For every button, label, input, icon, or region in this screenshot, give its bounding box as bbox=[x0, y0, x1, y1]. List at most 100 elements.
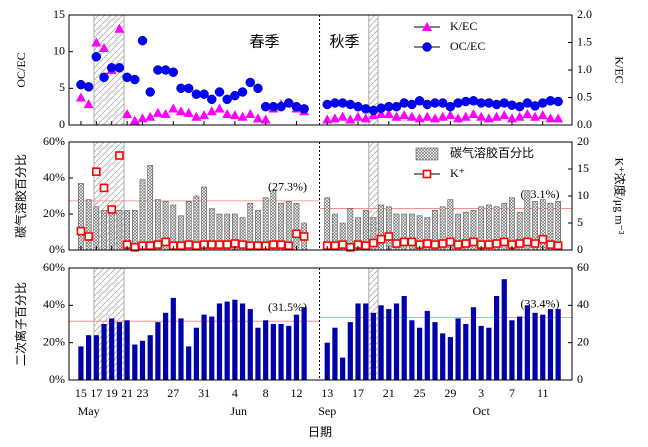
square-marker bbox=[446, 237, 455, 247]
square-marker bbox=[292, 229, 301, 239]
x-tick-label: 17 bbox=[90, 386, 102, 400]
legend-marker bbox=[422, 22, 432, 31]
month-label: Sep bbox=[318, 404, 336, 418]
x-tick-label: 19 bbox=[106, 386, 118, 400]
triangle-marker bbox=[530, 111, 541, 121]
y2-tick-label: 20 bbox=[577, 334, 589, 348]
circle-marker bbox=[183, 83, 194, 94]
triangle-marker bbox=[337, 111, 348, 121]
triangle-marker bbox=[160, 109, 171, 118]
circle-marker bbox=[445, 101, 456, 112]
bar bbox=[393, 303, 400, 380]
triangle-marker bbox=[114, 23, 125, 33]
bar bbox=[247, 309, 253, 380]
x-axis-label: 日期 bbox=[308, 425, 332, 439]
bar bbox=[255, 327, 261, 380]
y2-tick-label: 15 bbox=[577, 161, 589, 175]
bar bbox=[116, 322, 123, 380]
x-tick-label: 3 bbox=[478, 386, 484, 400]
triangle-marker bbox=[476, 111, 487, 121]
y-tick-label: 0% bbox=[49, 372, 65, 386]
bar bbox=[532, 312, 538, 380]
bar bbox=[501, 279, 507, 380]
square-marker bbox=[469, 237, 478, 247]
square-marker bbox=[453, 240, 463, 249]
x-tick-label: 21 bbox=[383, 386, 395, 400]
circle-marker bbox=[399, 98, 409, 108]
bar bbox=[555, 309, 561, 380]
triangle-marker bbox=[168, 103, 179, 113]
legend-swatch bbox=[415, 147, 439, 161]
x-tick-label: 15 bbox=[75, 386, 87, 400]
bar bbox=[493, 296, 500, 380]
bar bbox=[186, 346, 192, 380]
square-marker bbox=[361, 241, 371, 250]
circle-marker bbox=[207, 94, 217, 105]
y2-tick-label: 5 bbox=[577, 215, 583, 229]
square-marker bbox=[492, 239, 501, 248]
bar bbox=[170, 297, 176, 380]
reference-label: (23.1%) bbox=[521, 187, 560, 201]
square-marker bbox=[330, 241, 340, 250]
bar bbox=[455, 318, 461, 380]
y-tick-label: 60% bbox=[43, 260, 65, 274]
bar bbox=[409, 320, 415, 380]
square-marker bbox=[215, 240, 224, 249]
square-marker bbox=[299, 232, 309, 241]
bar bbox=[286, 325, 292, 380]
bar bbox=[86, 335, 92, 380]
month-label: May bbox=[78, 404, 100, 418]
reference-label: (31.5%) bbox=[268, 300, 307, 314]
bar bbox=[139, 179, 146, 251]
bar bbox=[340, 357, 346, 380]
bar bbox=[270, 324, 276, 380]
bar bbox=[347, 322, 353, 380]
y2-tick-label: 10 bbox=[577, 188, 589, 202]
bar bbox=[363, 303, 369, 380]
circle-marker bbox=[376, 103, 386, 113]
bar bbox=[509, 320, 515, 380]
triangle-marker bbox=[491, 111, 502, 121]
triangle-marker bbox=[445, 110, 456, 120]
triangle-marker bbox=[183, 107, 194, 117]
square-marker bbox=[222, 240, 232, 249]
x-tick-label: 23 bbox=[137, 386, 149, 400]
bar bbox=[85, 199, 92, 251]
legend-label: K⁺ bbox=[450, 166, 465, 180]
bar bbox=[116, 210, 123, 251]
bar bbox=[162, 312, 169, 380]
square-marker bbox=[230, 239, 240, 248]
x-tick-label: 29 bbox=[444, 386, 456, 400]
bar bbox=[478, 325, 484, 380]
circle-marker bbox=[337, 98, 348, 108]
bar bbox=[278, 324, 284, 380]
legend-marker bbox=[422, 169, 432, 179]
triangle-marker bbox=[468, 109, 479, 118]
bar bbox=[463, 324, 469, 380]
circle-marker bbox=[168, 67, 179, 77]
bar bbox=[370, 312, 377, 380]
triangle-marker bbox=[245, 109, 256, 118]
triangle-marker bbox=[506, 113, 517, 123]
triangle-marker bbox=[391, 111, 402, 121]
square-marker bbox=[430, 240, 440, 249]
square-marker bbox=[553, 241, 563, 250]
circle-marker bbox=[453, 98, 463, 108]
bar bbox=[101, 210, 107, 251]
y2-tick-label: 40 bbox=[577, 297, 589, 311]
triangle-marker bbox=[522, 109, 533, 118]
x-tick-label: 17 bbox=[352, 386, 364, 400]
triangle-marker bbox=[545, 113, 556, 123]
y2-tick-label: 0 bbox=[577, 242, 583, 256]
square-marker bbox=[515, 239, 524, 248]
triangle-marker bbox=[83, 99, 94, 109]
triangle-marker bbox=[399, 110, 410, 120]
bar bbox=[401, 296, 407, 380]
circle-marker bbox=[245, 77, 256, 88]
square-marker bbox=[538, 234, 548, 244]
triangle-marker bbox=[137, 113, 148, 123]
bar bbox=[301, 307, 307, 380]
reference-label: (33.4%) bbox=[521, 296, 560, 310]
triangle-marker bbox=[514, 111, 525, 121]
